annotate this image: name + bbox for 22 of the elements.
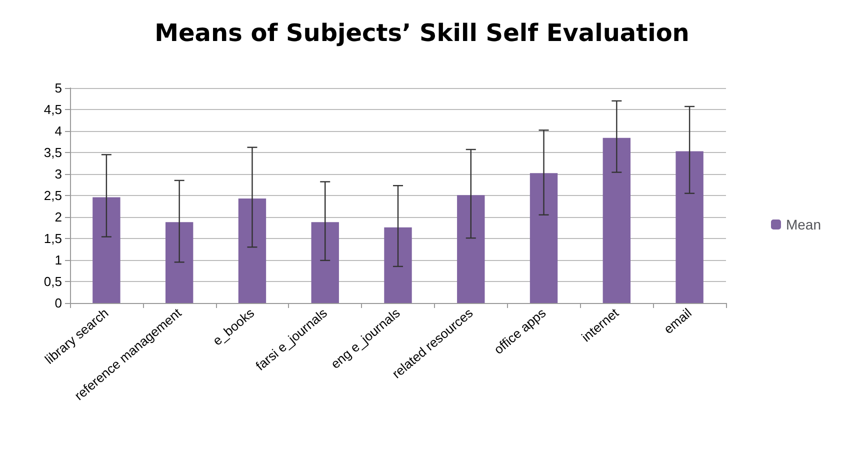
bar [602,138,631,303]
bar [311,222,339,303]
y-tick-label: 1,5 [44,231,62,246]
bar [384,227,412,303]
bar [530,173,558,303]
chart-title: Means of Subjects’ Skill Self Evaluation [154,19,690,47]
bar [92,197,120,303]
y-tick-label: 4,5 [44,102,62,117]
y-tick-label: 1 [54,252,62,268]
y-tick-label: 0,5 [44,274,62,289]
y-tick-label: 2,5 [44,188,62,203]
y-tick-label: 3,5 [44,145,62,160]
y-tick-label: 5 [54,80,62,96]
bar [165,222,194,303]
y-tick-label: 0 [54,296,62,310]
legend-label: Mean [786,216,822,232]
bar [238,198,266,303]
bar [676,151,704,303]
y-tick-label: 4 [54,124,62,138]
y-tick-label: 3 [54,166,62,182]
bar [457,195,485,303]
y-tick-label: 2 [54,210,62,224]
